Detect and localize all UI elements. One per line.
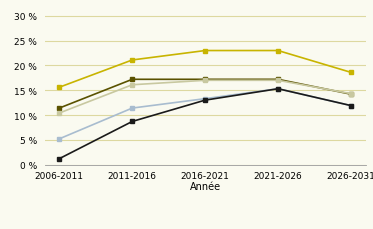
X-axis label: Année: Année [189,181,221,191]
